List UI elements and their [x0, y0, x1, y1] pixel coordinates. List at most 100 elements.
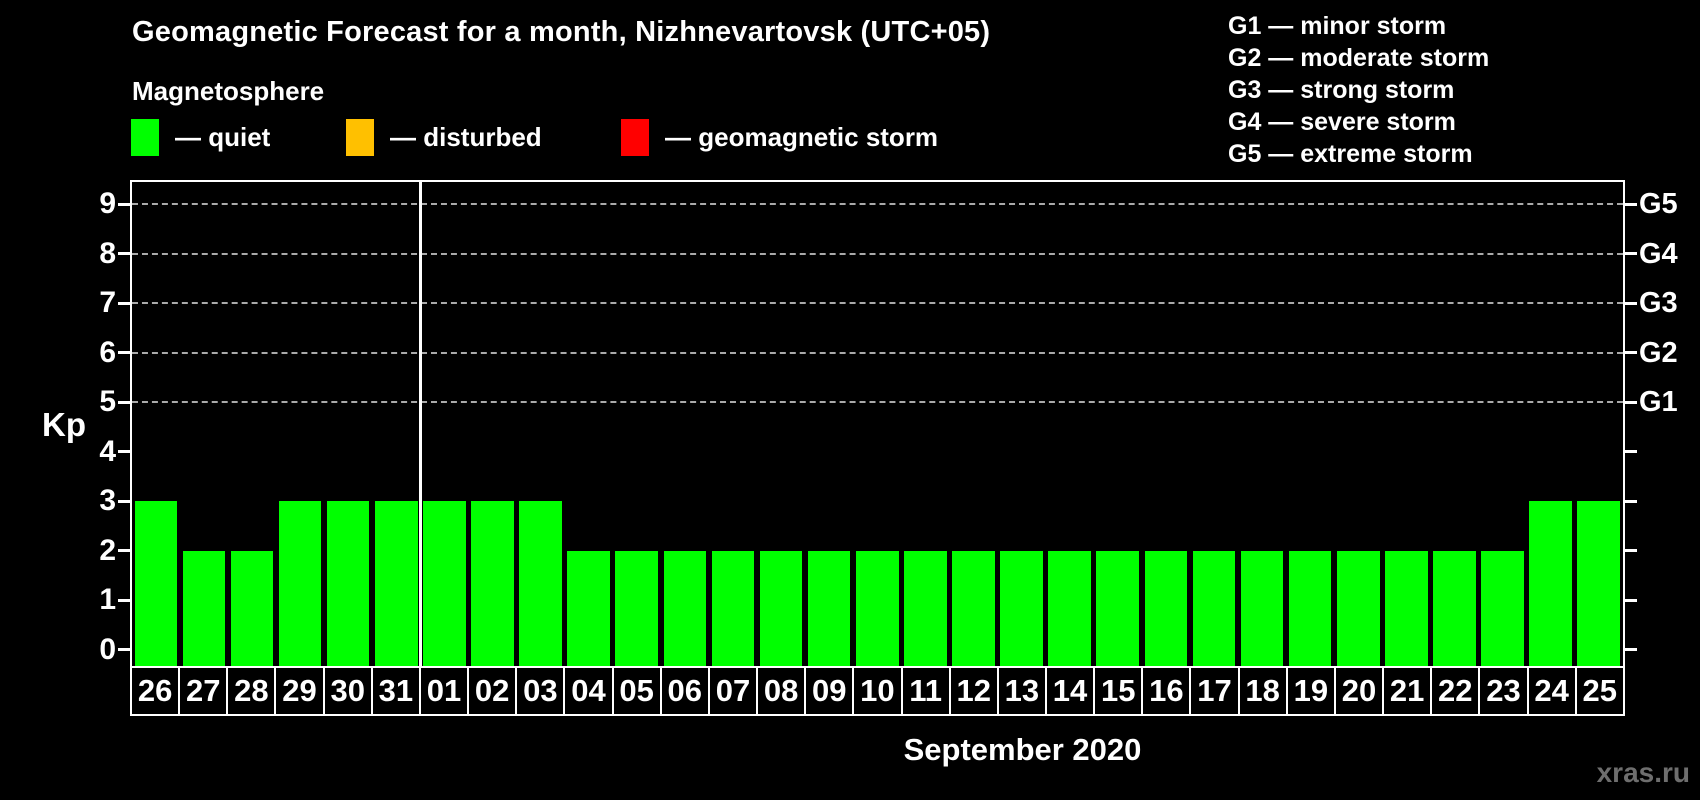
month-separator — [419, 182, 423, 666]
kp-bar-day-02 — [471, 501, 514, 666]
kp-bar-day-27 — [182, 550, 226, 666]
kp-bar-day-08 — [759, 550, 803, 666]
y-tick-right-9 — [1625, 202, 1637, 206]
storm-scale-line-2: G2 — moderate storm — [1228, 44, 1490, 72]
day-cell-30: 30 — [322, 666, 373, 716]
y-axis-label: Kp — [42, 406, 86, 443]
day-cell-09: 09 — [804, 666, 855, 716]
y-tick-left-8 — [118, 252, 130, 256]
y-tick-left-5 — [118, 400, 130, 404]
gridline-kp7 — [132, 302, 1623, 305]
kp-bar-day-15 — [1096, 550, 1140, 666]
day-cell-17: 17 — [1189, 666, 1240, 716]
y-tick-right-1 — [1625, 598, 1637, 602]
y-tick-right-0 — [1625, 648, 1637, 652]
storm-swatch-icon — [621, 119, 649, 156]
g-axis-label-g1: G1 — [1639, 386, 1678, 419]
kp-bar-day-04 — [567, 550, 610, 666]
storm-scale-line-1: G1 — minor storm — [1228, 12, 1447, 40]
day-cell-10: 10 — [852, 666, 903, 716]
day-cell-11: 11 — [900, 666, 951, 716]
y-tick-label-4: 4 — [99, 434, 116, 468]
y-tick-label-5: 5 — [99, 385, 116, 419]
legend-item-disturbed: — disturbed — [346, 119, 542, 156]
y-tick-right-2 — [1625, 549, 1637, 553]
y-tick-label-6: 6 — [99, 335, 116, 369]
kp-bar-day-23 — [1481, 550, 1524, 666]
day-cell-19: 19 — [1285, 666, 1336, 716]
storm-scale-legend: G1 — minor storm G2 — moderate storm G3 — … — [1228, 10, 1489, 170]
day-cell-06: 06 — [659, 666, 710, 716]
day-cell-26: 26 — [130, 666, 181, 716]
kp-bar-day-18 — [1240, 550, 1284, 666]
y-tick-right-3 — [1625, 499, 1637, 503]
kp-bar-day-07 — [711, 550, 755, 666]
gridline-kp5 — [132, 401, 1623, 404]
kp-bar-day-26 — [134, 501, 178, 666]
kp-bar-day-14 — [1048, 550, 1091, 666]
day-cell-08: 08 — [756, 666, 807, 716]
day-cell-21: 21 — [1382, 666, 1433, 716]
chart-title: Geomagnetic Forecast for a month, Nizhne… — [132, 16, 991, 48]
y-tick-left-9 — [118, 202, 130, 206]
day-cell-02: 02 — [467, 666, 518, 716]
condition-legend: — quiet — disturbed — geomagnetic storm — [131, 119, 1031, 159]
kp-bar-day-06 — [663, 550, 707, 666]
watermark: xras.ru — [1596, 757, 1690, 788]
kp-bar-day-12 — [952, 550, 995, 666]
gridline-kp9 — [132, 203, 1623, 206]
y-tick-label-9: 9 — [99, 187, 116, 221]
storm-scale-line-5: G5 — extreme storm — [1228, 140, 1473, 168]
y-tick-label-8: 8 — [99, 236, 116, 270]
g-axis-label-g4: G4 — [1639, 237, 1678, 270]
day-cell-22: 22 — [1430, 666, 1481, 716]
day-cell-05: 05 — [611, 666, 662, 716]
plot-area: 0 1 2 3 4 5 6 7 8 9 G1 G2 G3 G4 G5 — [99, 180, 1678, 668]
kp-bar-day-25 — [1577, 501, 1620, 666]
y-tick-right-4 — [1625, 450, 1637, 454]
kp-bar-day-03 — [519, 501, 562, 666]
day-cell-29: 29 — [274, 666, 325, 716]
y-tick-left-0 — [118, 648, 130, 652]
legend-item-quiet: — quiet — [131, 119, 270, 156]
kp-bar-day-13 — [1000, 550, 1043, 666]
y-tick-label-1: 1 — [99, 583, 116, 617]
y-tick-right-5 — [1625, 400, 1637, 404]
legend-label-disturbed: — disturbed — [390, 122, 542, 152]
y-tick-right-6 — [1625, 351, 1637, 355]
y-tick-right-7 — [1625, 301, 1637, 305]
kp-bar-day-30 — [326, 501, 370, 666]
day-cell-03: 03 — [515, 666, 566, 716]
day-cell-04: 04 — [563, 666, 614, 716]
legend-label-storm: — geomagnetic storm — [665, 122, 939, 152]
y-tick-label-0: 0 — [99, 632, 116, 666]
kp-bar-day-09 — [807, 550, 851, 666]
magnetosphere-label: Magnetosphere — [132, 76, 325, 106]
day-cell-20: 20 — [1333, 666, 1385, 716]
day-cell-24: 24 — [1526, 666, 1577, 716]
gridline-kp6 — [132, 351, 1623, 354]
day-cell-25: 25 — [1574, 666, 1625, 716]
kp-bar-day-01 — [423, 501, 466, 666]
kp-bar-day-16 — [1144, 550, 1188, 666]
kp-bar-day-22 — [1433, 550, 1476, 666]
y-tick-label-3: 3 — [99, 484, 116, 518]
storm-scale-line-3: G3 — strong storm — [1228, 76, 1455, 104]
kp-bar-day-11 — [904, 550, 947, 666]
y-tick-label-2: 2 — [99, 533, 116, 567]
y-tick-left-7 — [118, 301, 130, 305]
g-axis-label-g5: G5 — [1639, 188, 1678, 221]
y-tick-left-1 — [118, 598, 130, 602]
day-cell-07: 07 — [707, 666, 759, 716]
storm-scale-line-4: G4 — severe storm — [1228, 108, 1456, 136]
y-tick-label-7: 7 — [99, 286, 116, 320]
kp-bar-day-20 — [1336, 550, 1380, 666]
day-cell-15: 15 — [1093, 666, 1144, 716]
month-label: September 2020 — [903, 732, 1142, 767]
day-cell-23: 23 — [1478, 666, 1529, 716]
kp-bar-day-24 — [1529, 501, 1572, 666]
day-cell-16: 16 — [1141, 666, 1192, 716]
kp-bar-day-10 — [855, 550, 899, 666]
day-cell-31: 31 — [370, 666, 421, 716]
quiet-swatch-icon — [131, 119, 159, 156]
